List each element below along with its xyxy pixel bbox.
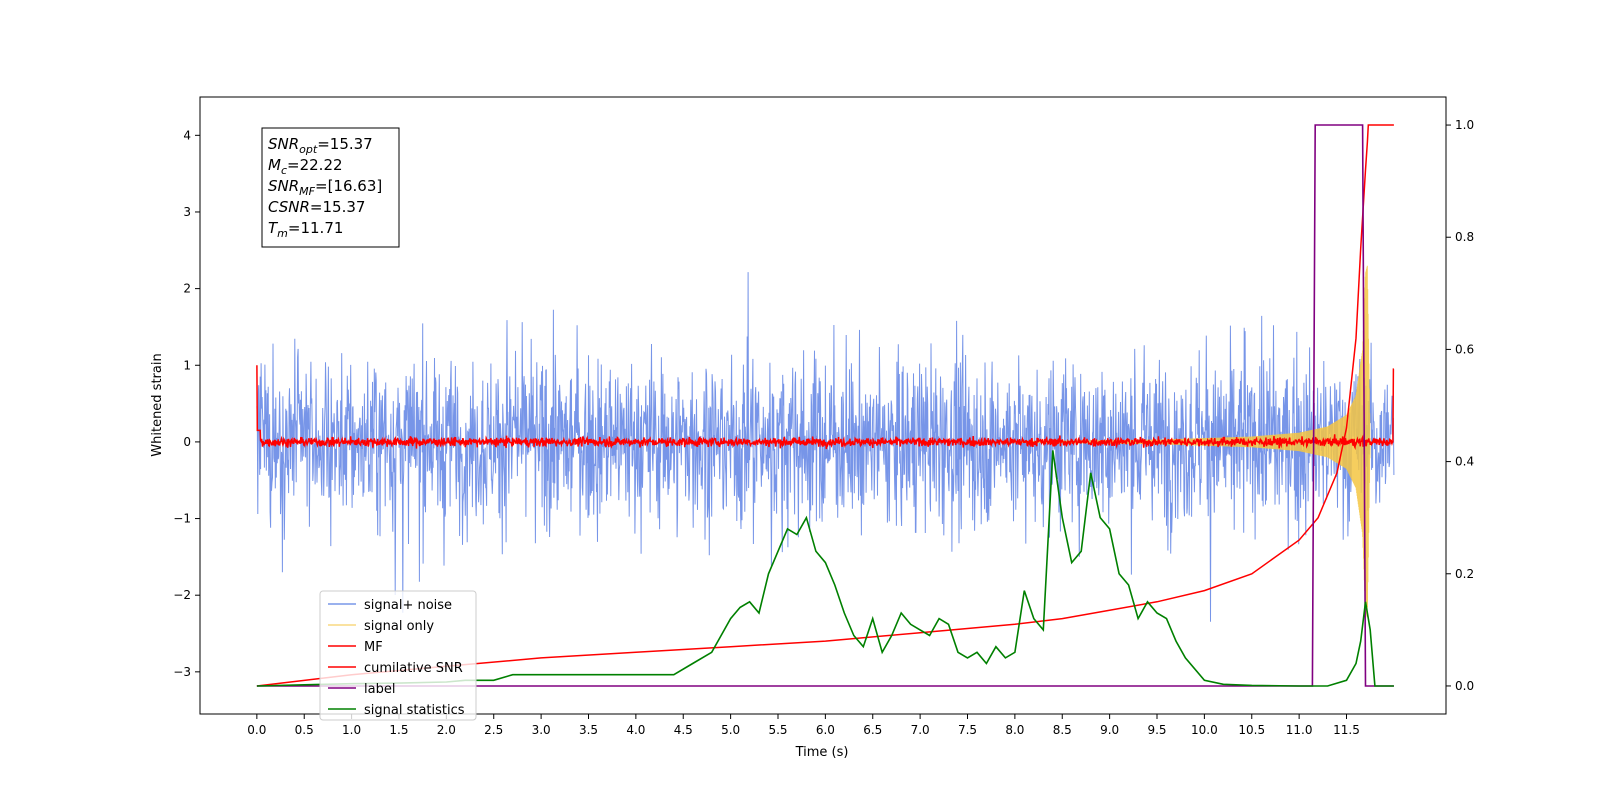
y-tick-label-right: 0.0 (1455, 679, 1474, 693)
legend-entry: signal statistics (364, 703, 465, 718)
annotation-value: =22.22 (287, 156, 343, 174)
x-tick-label: 4.0 (626, 723, 645, 737)
y-tick-label-left: 0 (183, 435, 191, 449)
x-tick-label: 2.0 (437, 723, 456, 737)
annotation-subscript: opt (299, 143, 318, 156)
y-tick-label-right: 0.4 (1455, 455, 1474, 469)
legend-entry: signal only (364, 619, 434, 634)
x-tick-label: 10.5 (1238, 723, 1265, 737)
line-signal-noise (256, 272, 1395, 622)
y-tick-label-right: 0.8 (1455, 230, 1474, 244)
annotation-value: =15.37 (310, 198, 366, 216)
annotation-subscript: MF (299, 185, 315, 198)
annotation-symbol: M (268, 156, 281, 174)
annotation-value: =11.71 (288, 219, 344, 237)
y-tick-label-right: 0.6 (1455, 342, 1474, 356)
x-axis: 0.0 0.5 1.0 1.5 2.0 2.5 3.0 3.5 4.0 4.5 5.0 5.5 6.0 6… (247, 714, 1360, 737)
plot-area (256, 124, 1395, 687)
line-csnr (256, 124, 1394, 687)
annotation-line: CSNR=15.37 (268, 198, 365, 216)
y-tick-label-left: 4 (183, 128, 191, 142)
legend-entry: MF (364, 640, 383, 655)
plot-frame (199, 96, 1447, 715)
x-tick-label: 8.0 (1005, 723, 1024, 737)
x-tick-label: 2.5 (484, 723, 503, 737)
y-axis-label-left: Whitened strain (150, 353, 165, 456)
annotation-symbol: CSNR (268, 198, 310, 216)
x-tick-label: 7.0 (911, 723, 930, 737)
series-mf (256, 365, 1395, 450)
x-tick-label: 0.0 (247, 723, 266, 737)
annotation-subscript: m (277, 227, 288, 240)
line-label (256, 124, 1394, 687)
annotation-symbol: T (268, 219, 279, 237)
x-tick-label: 3.0 (532, 723, 551, 737)
legend-entry: signal+ noise (364, 598, 452, 613)
x-tick-label: 4.5 (674, 723, 693, 737)
x-tick-label: 7.5 (958, 723, 977, 737)
y-tick-label-left: 2 (183, 282, 191, 296)
x-tick-label: 5.5 (768, 723, 787, 737)
x-tick-label: 6.5 (863, 723, 882, 737)
y-tick-label-left: −1 (173, 512, 191, 526)
annotation-line: Tm=11.71 (268, 219, 343, 240)
legend-frame (319, 590, 477, 721)
series-label (256, 124, 1394, 687)
x-tick-label: 9.0 (1100, 723, 1119, 737)
legend: signal+ noise signal only MF cumilative SNR… (319, 590, 477, 721)
x-axis-label: Time (s) (795, 745, 849, 760)
annotation-subscript: c (281, 164, 287, 177)
annotation-line: Mc=22.22 (268, 156, 343, 177)
annotation-line: SNRMF=[16.63] (268, 177, 382, 198)
y-tick-label-left: 3 (183, 205, 191, 219)
x-tick-label: 6.0 (816, 723, 835, 737)
annotation-frame (261, 127, 400, 248)
x-tick-label: 8.5 (1053, 723, 1072, 737)
annotation-line: SNRopt=15.37 (268, 135, 373, 156)
x-tick-label: 11.5 (1333, 723, 1360, 737)
series-signal-noise (256, 272, 1395, 622)
x-tick-label: 1.0 (342, 723, 361, 737)
annotation-symbol: SNR (268, 177, 299, 195)
series-signal-statistics (256, 450, 1394, 687)
y-tick-label-left: −2 (173, 588, 191, 602)
y-tick-label-right: 0.2 (1455, 567, 1474, 581)
line-mf (256, 365, 1395, 450)
y-tick-label-left: 1 (183, 358, 191, 372)
line-stats (256, 450, 1394, 687)
x-tick-label: 10.0 (1191, 723, 1218, 737)
x-tick-label: 3.5 (579, 723, 598, 737)
annotation-value: =[16.63] (315, 177, 382, 195)
y-axis-left: 4 3 2 1 0 −1 −2 −3 (173, 128, 200, 679)
x-tick-label: 11.0 (1286, 723, 1313, 737)
y-axis-right: 1.0 0.8 0.6 0.4 0.2 0.0 (1446, 118, 1474, 693)
x-tick-label: 9.5 (1147, 723, 1166, 737)
x-tick-label: 1.5 (389, 723, 408, 737)
legend-entry: label (364, 682, 395, 697)
annotation-symbol: SNR (268, 135, 299, 153)
y-tick-label-right: 1.0 (1455, 118, 1474, 132)
series-cumilative-snr (256, 124, 1394, 687)
annotation-value: =15.37 (317, 135, 373, 153)
x-tick-label: 0.5 (295, 723, 314, 737)
legend-entry: cumilative SNR (364, 661, 463, 676)
y-tick-label-left: −3 (173, 665, 191, 679)
x-tick-label: 5.0 (721, 723, 740, 737)
annotation-box: SNRopt=15.37Mc=22.22SNRMF=[16.63]CSNR=15… (261, 127, 400, 248)
